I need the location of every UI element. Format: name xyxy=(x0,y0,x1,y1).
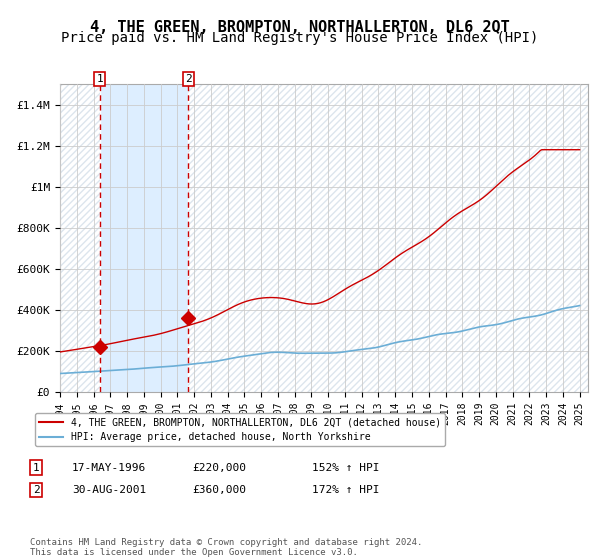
Text: 2: 2 xyxy=(32,485,40,495)
Text: 152% ↑ HPI: 152% ↑ HPI xyxy=(312,463,380,473)
Text: Price paid vs. HM Land Registry's House Price Index (HPI): Price paid vs. HM Land Registry's House … xyxy=(61,31,539,45)
Legend: 4, THE GREEN, BROMPTON, NORTHALLERTON, DL6 2QT (detached house), HPI: Average pr: 4, THE GREEN, BROMPTON, NORTHALLERTON, D… xyxy=(35,413,445,446)
Bar xyxy=(100,84,188,392)
Bar xyxy=(188,84,588,392)
Text: 172% ↑ HPI: 172% ↑ HPI xyxy=(312,485,380,495)
Text: 2: 2 xyxy=(185,74,192,84)
Text: 1: 1 xyxy=(97,74,103,84)
Bar xyxy=(188,84,588,392)
Text: 30-AUG-2001: 30-AUG-2001 xyxy=(72,485,146,495)
Text: £220,000: £220,000 xyxy=(192,463,246,473)
Text: 1: 1 xyxy=(32,463,40,473)
Text: 17-MAY-1996: 17-MAY-1996 xyxy=(72,463,146,473)
Text: £360,000: £360,000 xyxy=(192,485,246,495)
Bar xyxy=(60,84,100,392)
Text: 4, THE GREEN, BROMPTON, NORTHALLERTON, DL6 2QT: 4, THE GREEN, BROMPTON, NORTHALLERTON, D… xyxy=(90,20,510,35)
Text: Contains HM Land Registry data © Crown copyright and database right 2024.
This d: Contains HM Land Registry data © Crown c… xyxy=(30,538,422,557)
Bar xyxy=(60,84,100,392)
